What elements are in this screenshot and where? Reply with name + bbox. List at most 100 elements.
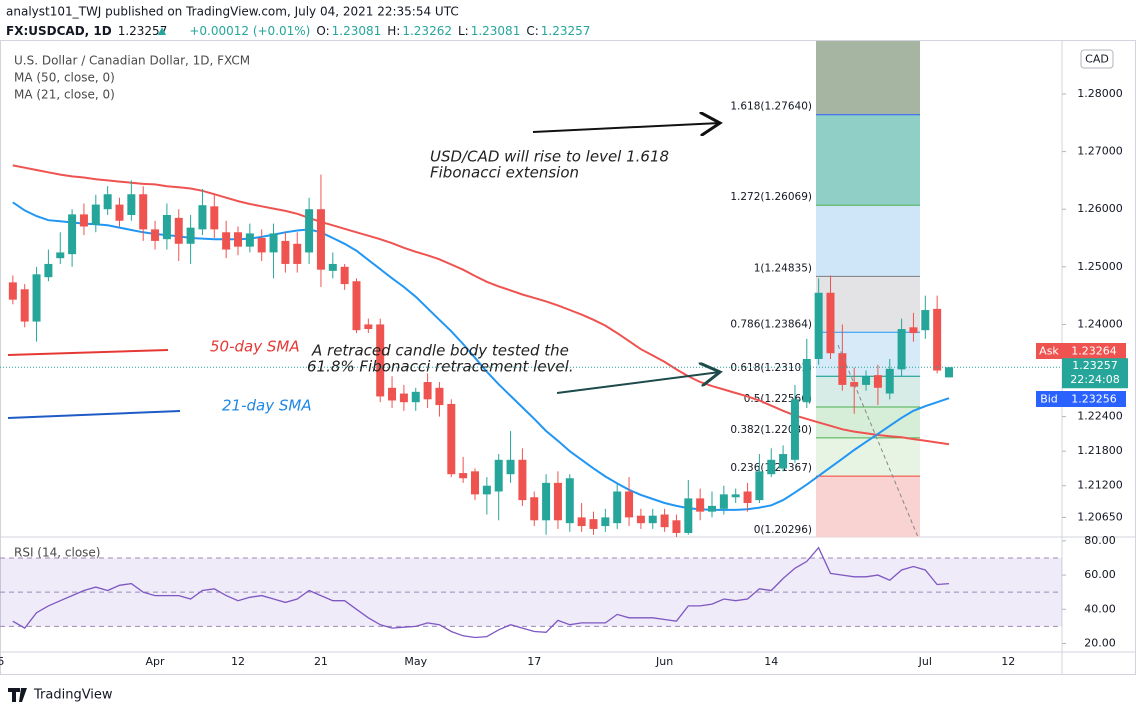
- candle-body: [506, 459, 515, 475]
- ohlc-value: 1.23081: [332, 24, 382, 38]
- candle-body: [459, 473, 468, 479]
- candle-body: [471, 471, 479, 495]
- y-tick-label: 1.21200: [1077, 479, 1123, 492]
- ask-tag: [1062, 343, 1126, 359]
- y-tick-label: 1.24000: [1077, 317, 1123, 330]
- x-tick-label: May: [404, 655, 427, 668]
- candle-body: [222, 232, 231, 250]
- symbol-title: U.S. Dollar / Canadian Dollar, 1D, FXCM: [14, 54, 250, 68]
- candle-body: [897, 329, 906, 370]
- candle-body: [838, 353, 847, 385]
- candle-body: [767, 459, 776, 475]
- candle-body: [376, 324, 385, 397]
- candle-body: [352, 281, 361, 331]
- candle-body: [305, 209, 314, 253]
- candle-body: [127, 194, 136, 215]
- candle-body: [933, 308, 942, 371]
- change: +0.00012 (+0.01%): [189, 24, 310, 38]
- candle-body: [411, 391, 420, 403]
- ask-price: 1.23264: [1071, 345, 1117, 358]
- fib-label: 0.382(1.22030): [730, 424, 812, 436]
- candle-body: [779, 454, 788, 469]
- candle-body: [518, 459, 527, 501]
- candle-body: [696, 498, 705, 512]
- candle-body: [625, 491, 634, 518]
- fib-zone: [816, 476, 920, 537]
- countdown: 22:24:08: [1070, 373, 1119, 386]
- y-tick-label: 1.27000: [1077, 145, 1123, 158]
- candle-body: [636, 515, 645, 524]
- candle-body: [316, 209, 325, 270]
- fib-zone: [816, 41, 920, 115]
- candle-body: [151, 229, 160, 241]
- currency-box: [1080, 49, 1114, 69]
- legend-entry: MA (50, close, 0): [14, 71, 115, 85]
- candle-body: [601, 517, 610, 527]
- candle-body: [115, 204, 124, 221]
- x-tick-label: 21: [314, 655, 328, 668]
- candle-body: [423, 382, 432, 400]
- ask-label: Ask: [1039, 345, 1059, 358]
- y-tick-label: 1.20650: [1077, 510, 1123, 523]
- rsi-pane: [0, 546, 1062, 639]
- candle-body: [530, 497, 539, 521]
- y-tick-label: 1.26000: [1077, 202, 1123, 215]
- annotation: Fibonacci extension: [430, 164, 579, 182]
- candle-body: [482, 485, 491, 495]
- candle-body: [589, 519, 598, 529]
- candle-body: [708, 505, 716, 512]
- candle-body: [32, 274, 41, 322]
- fib-label: 1.618(1.27640): [730, 101, 812, 113]
- candle-body: [945, 367, 953, 378]
- candle-body: [684, 498, 693, 533]
- candle-body: [79, 214, 88, 227]
- annotation: 61.8% Fibonacci retracement level.: [307, 358, 574, 376]
- ohlc: O: 1.23081 H: 1.23262 L: 1.23081 C: 1.23257: [316, 24, 590, 38]
- sma21-marker-line: [7, 410, 181, 419]
- candle-body: [103, 194, 112, 210]
- arrow: [556, 372, 720, 394]
- candle-body: [328, 263, 337, 271]
- candle-body: [56, 252, 65, 259]
- annotation: USD/CAD will rise to level 1.618: [430, 148, 669, 166]
- candle-body: [802, 358, 811, 403]
- symbol: FX:USDCAD, 1D: [6, 24, 112, 38]
- last-price: 1.23257: [118, 24, 168, 38]
- fib-label: 0(1.20296): [754, 524, 812, 536]
- candle-body: [210, 206, 219, 230]
- x-tick-label: 14: [764, 655, 778, 668]
- bid-price: 1.23256: [1071, 393, 1117, 406]
- ohlc-label: L:: [458, 24, 469, 38]
- candle-body: [672, 520, 681, 533]
- candle-body: [44, 263, 53, 278]
- x-tick-label: Jul: [918, 655, 932, 668]
- ohlc-value: 1.23081: [471, 24, 521, 38]
- legend-entry: MA (21, close, 0): [14, 88, 115, 102]
- candle-body: [660, 514, 669, 528]
- candle-body: [814, 292, 823, 359]
- fib-zone: [816, 437, 920, 477]
- ask-tag: [1036, 343, 1062, 359]
- main-pane: 1.618(1.27640) 1.272(1.26069) 1(1.24835) 0.…: [0, 41, 1062, 537]
- ohlc-value: 1.23257: [541, 24, 591, 38]
- x-tick-label: Apr: [146, 655, 166, 668]
- annotation: A retraced candle body tested the: [311, 342, 569, 360]
- y-tick-label: 20.00: [1084, 636, 1116, 649]
- candle-body: [269, 233, 278, 253]
- candle-body: [399, 393, 408, 403]
- ohlc-value: 1.23262: [402, 24, 452, 38]
- candle-body: [8, 282, 17, 300]
- currency: CAD: [1085, 53, 1109, 66]
- overlay: 50-day SMA 21-day SMA USD/CAD will rise …: [0, 5, 1128, 703]
- y-tick-label: 1.22400: [1077, 410, 1123, 423]
- candle-body: [731, 494, 740, 498]
- candle-body: [162, 214, 171, 240]
- rsi-line: [12, 546, 950, 639]
- fib-label: 0.618(1.23101): [730, 362, 812, 374]
- candle-body: [174, 217, 183, 244]
- candle-body: [921, 310, 930, 331]
- rsi-title: RSI (14, close): [14, 546, 100, 560]
- sma50-marker-line: [7, 349, 169, 356]
- candle-body: [364, 324, 373, 330]
